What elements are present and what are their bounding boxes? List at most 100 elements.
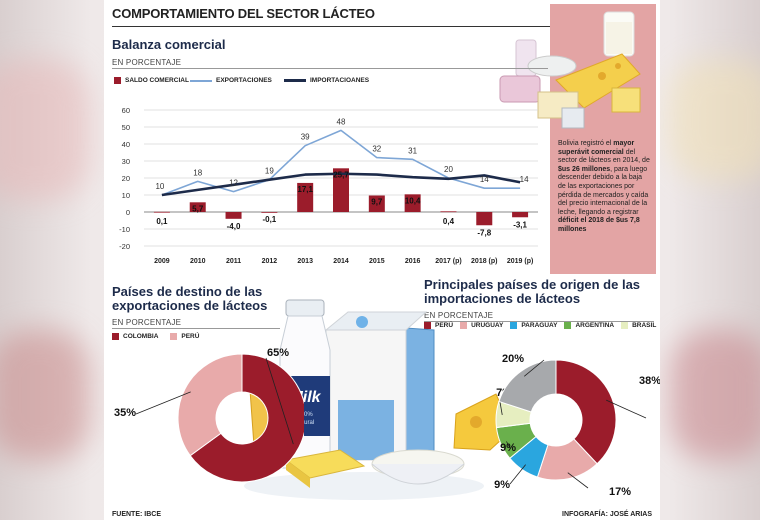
x-tick-label: 2009	[154, 258, 170, 265]
carton-cap	[356, 316, 368, 328]
x-tick-label: 2012	[262, 258, 278, 265]
leader-line	[265, 357, 294, 445]
saldo-label: -3,1	[513, 220, 527, 229]
saldo-bar	[261, 212, 278, 213]
slice-label: 20%	[502, 353, 524, 365]
y-tick-label: 40	[122, 140, 130, 149]
legend-exportaciones: EXPORTACIONES	[190, 77, 272, 84]
donut-slice-perú	[177, 353, 243, 457]
exportaciones-label: 39	[301, 133, 310, 142]
y-tick-label: -10	[119, 225, 130, 234]
sidebar-segment: Bolivia registró el	[558, 140, 614, 147]
dairy-illustration	[499, 11, 641, 129]
header-rule	[112, 26, 552, 27]
legend-item-perú: PERÚ	[170, 333, 199, 340]
yogurt-cup	[499, 75, 541, 103]
milk-label-sub1: 100%	[297, 412, 313, 418]
trade-chart-rule	[112, 68, 548, 69]
legend-label: COLOMBIA	[123, 333, 159, 340]
import-chart-unit: EN PORCENTAJE	[424, 311, 494, 320]
background-blur-right	[668, 60, 760, 180]
milk-carton-top	[324, 311, 428, 331]
legend-swatch	[510, 322, 518, 329]
x-tick-label: 2017 (p)	[435, 258, 461, 265]
exportaciones-line	[161, 129, 521, 196]
cheese-hole	[615, 63, 621, 69]
y-tick-label: 0	[126, 208, 130, 217]
milk-bottle-cap	[285, 299, 325, 317]
cheese-hole	[470, 416, 482, 428]
x-tick-label: 2014	[333, 258, 349, 265]
milk-label-sub2: natural	[296, 420, 314, 426]
exportaciones-label: 32	[372, 145, 381, 154]
x-tick-label: 2011	[226, 258, 241, 265]
leader-line	[135, 391, 191, 415]
saldo-bar	[153, 211, 170, 213]
saldo-label: -7,8	[477, 228, 491, 237]
source-text: FUENTE: IBCE	[112, 511, 161, 518]
exportaciones-label: 31	[408, 146, 417, 155]
y-tick-label: 60	[122, 106, 130, 115]
import-legend: PERÚURUGUAYPARAGUAYARGENTINABRASILRESTO	[424, 322, 660, 329]
milk-glass-fill	[606, 22, 632, 54]
saldo-bar	[225, 212, 242, 219]
legend-item-perú: PERÚ	[424, 322, 453, 329]
exportaciones-label: 14	[480, 175, 489, 184]
carton-label	[338, 400, 394, 460]
saldo-bar	[476, 212, 493, 226]
legend-label: ARGENTINA	[575, 322, 615, 329]
legend-label-saldo: SALDO COMERCIAL	[125, 77, 189, 84]
donut-slice-colombia	[189, 353, 304, 483]
background-blur-left	[0, 60, 90, 200]
slice-label: 65%	[267, 347, 289, 359]
header-title: COMPORTAMIENTO DEL SECTOR LÁCTEO	[112, 6, 375, 21]
legend-label-importaciones: IMPORTACIOANES	[310, 77, 370, 84]
x-tick-label: 2016	[405, 258, 421, 265]
exportaciones-label: 12	[229, 179, 238, 188]
bowl	[527, 55, 577, 77]
export-chart-title-line1: Países de destino de las	[112, 284, 263, 299]
exportaciones-label: 18	[193, 168, 202, 177]
legend-saldo: SALDO COMERCIAL	[114, 77, 189, 84]
export-chart-rule	[112, 328, 280, 329]
background-blur-right-bottom	[670, 330, 760, 460]
sidebar-highlight: mayor superávit comercial	[558, 140, 635, 156]
export-donut-chart: 65% 35%	[114, 347, 304, 483]
credit-text: INFOGRAFÍA: JOSÉ ARIAS	[562, 511, 652, 518]
donut-slice-resto	[498, 359, 557, 413]
x-tick-label: 2013	[297, 258, 313, 265]
legend-item-brasil: BRASIL	[621, 322, 656, 329]
saldo-label: -0,1	[262, 215, 276, 224]
import-chart-title-line1: Principales países de origen de las	[424, 277, 641, 292]
saldo-label: 25,7	[333, 170, 349, 179]
x-tick-label: 2015	[369, 258, 385, 265]
import-donut-chart: 38%17%9%9%7%20%	[494, 353, 660, 498]
legend-swatch	[564, 322, 572, 329]
leader-line	[606, 399, 647, 419]
legend-swatch	[170, 333, 178, 340]
x-tick-label: 2010	[190, 258, 206, 265]
legend-importaciones: IMPORTACIOANES	[284, 77, 369, 84]
legend-swatch-saldo	[114, 77, 121, 84]
saldo-label: 0,1	[156, 217, 168, 226]
legend-item-argentina: ARGENTINA	[564, 322, 614, 329]
saldo-label: 9,7	[371, 198, 383, 207]
slice-label: 38%	[639, 375, 660, 387]
export-legend: COLOMBIA PERÚ	[112, 333, 199, 340]
trade-chart-unit: EN PORCENTAJE	[112, 58, 182, 67]
legend-label-exportaciones: EXPORTACIONES	[216, 77, 272, 84]
leader-line	[509, 464, 526, 485]
bottom-illustration: Milk 100% natural	[244, 299, 513, 500]
exportaciones-label: 48	[337, 117, 346, 126]
legend-item-paraguay: PARAGUAY	[510, 322, 557, 329]
legend-item-uruguay: URUGUAY	[460, 322, 503, 329]
legend-line-importaciones	[284, 79, 306, 82]
sidebar-panel	[550, 4, 656, 274]
bowl-body	[371, 463, 465, 485]
infographic-card: COMPORTAMIENTO DEL SECTOR LÁCTEO Bolivia…	[104, 0, 660, 520]
x-tick-label: 2019 (p)	[507, 258, 533, 265]
saldo-label: 5,7	[192, 204, 204, 213]
leader-line	[567, 472, 589, 489]
leader-line	[524, 359, 545, 377]
